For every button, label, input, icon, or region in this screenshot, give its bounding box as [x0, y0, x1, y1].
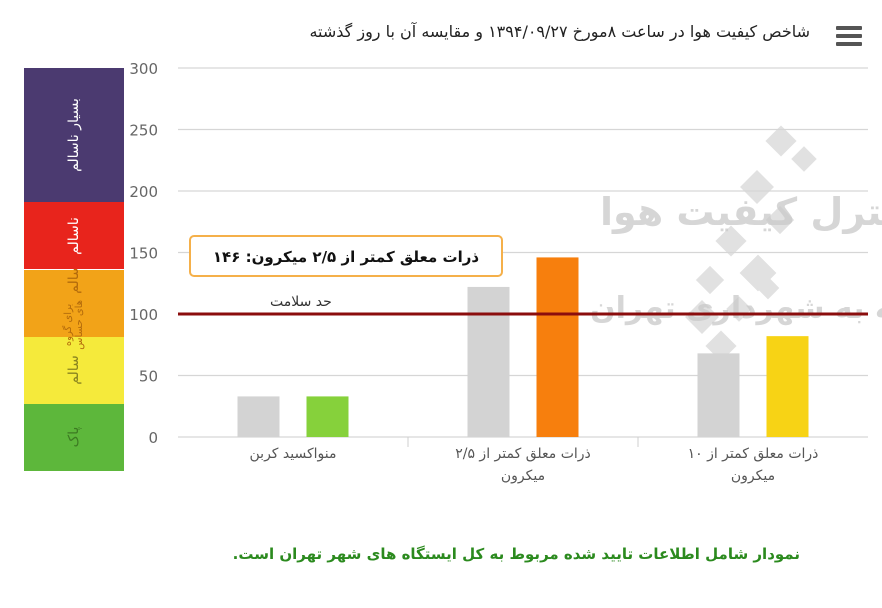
y-tick-label: 50: [139, 368, 158, 386]
watermark-logo: [685, 125, 817, 362]
watermark-logo-block: [756, 276, 780, 300]
watermark-logo-block: [685, 300, 719, 334]
x-tick-label: میکرون: [731, 468, 775, 484]
y-tick-label: 0: [148, 429, 158, 447]
x-tick-label: منواکسید کربن: [250, 446, 337, 462]
chart-title: شاخص کیفیت هوا در ساعت ۸مورخ ۱۳۹۴/۰۹/۲۷ …: [309, 22, 810, 41]
watermark-logo-block: [695, 265, 725, 295]
watermark-logo-block: [765, 125, 797, 157]
threshold-label: حد سلامت: [270, 294, 332, 310]
bar: [766, 336, 809, 437]
aqi-scale-segment: ناسالم برای گروه های حساس: [24, 256, 124, 350]
bar: [536, 257, 579, 437]
menu-icon[interactable]: [836, 26, 862, 48]
aqi-scale-segment: سالم: [24, 336, 124, 404]
watermark-logo-block: [791, 146, 817, 172]
x-tick-label: ذرات معلق کمتر از ۱۰: [688, 446, 819, 462]
aqi-scale-segment: بسیار ناسالم: [24, 68, 124, 203]
watermark-text: شرکت کنترل کیفیت هوا: [600, 190, 882, 234]
y-tick-label: 100: [129, 306, 158, 324]
bar: [306, 396, 349, 437]
chart-footnote: نمودار شامل اطلاعات تایید شده مربوط به ک…: [232, 545, 800, 563]
bar: [697, 353, 740, 437]
menu-icon-line: [836, 26, 862, 30]
y-tick-label: 250: [129, 122, 158, 140]
x-tick-label: ذرات معلق کمتر از ۲/۵: [455, 446, 591, 462]
tooltip: ذرات معلق کمتر از ۲/۵ میکرون: ۱۴۶: [189, 235, 503, 277]
aqi-scale-segment: ناسالم: [24, 202, 124, 270]
bar: [467, 286, 510, 437]
watermark-logo-block: [740, 170, 774, 204]
aqi-scale-segment: پاک: [24, 403, 124, 471]
watermark-logo-block: [765, 205, 795, 235]
menu-icon-line: [836, 42, 862, 46]
menu-icon-line: [836, 34, 862, 38]
x-tick-label: میکرون: [501, 468, 545, 484]
watermark-text: وابسته به شهرداری تهران: [590, 291, 882, 326]
tooltip-box: [189, 235, 503, 277]
tooltip-text: ذرات معلق کمتر از ۲/۵ میکرون: ۱۴۶: [213, 248, 479, 266]
y-tick-label: 200: [129, 183, 158, 201]
y-tick-label: 300: [129, 60, 158, 78]
bar: [237, 396, 280, 437]
y-tick-label: 150: [129, 245, 158, 263]
aqi-scale-bar: پاک سالم ناسالم برای گروه های حساس ناسالم بسی…: [24, 68, 124, 471]
